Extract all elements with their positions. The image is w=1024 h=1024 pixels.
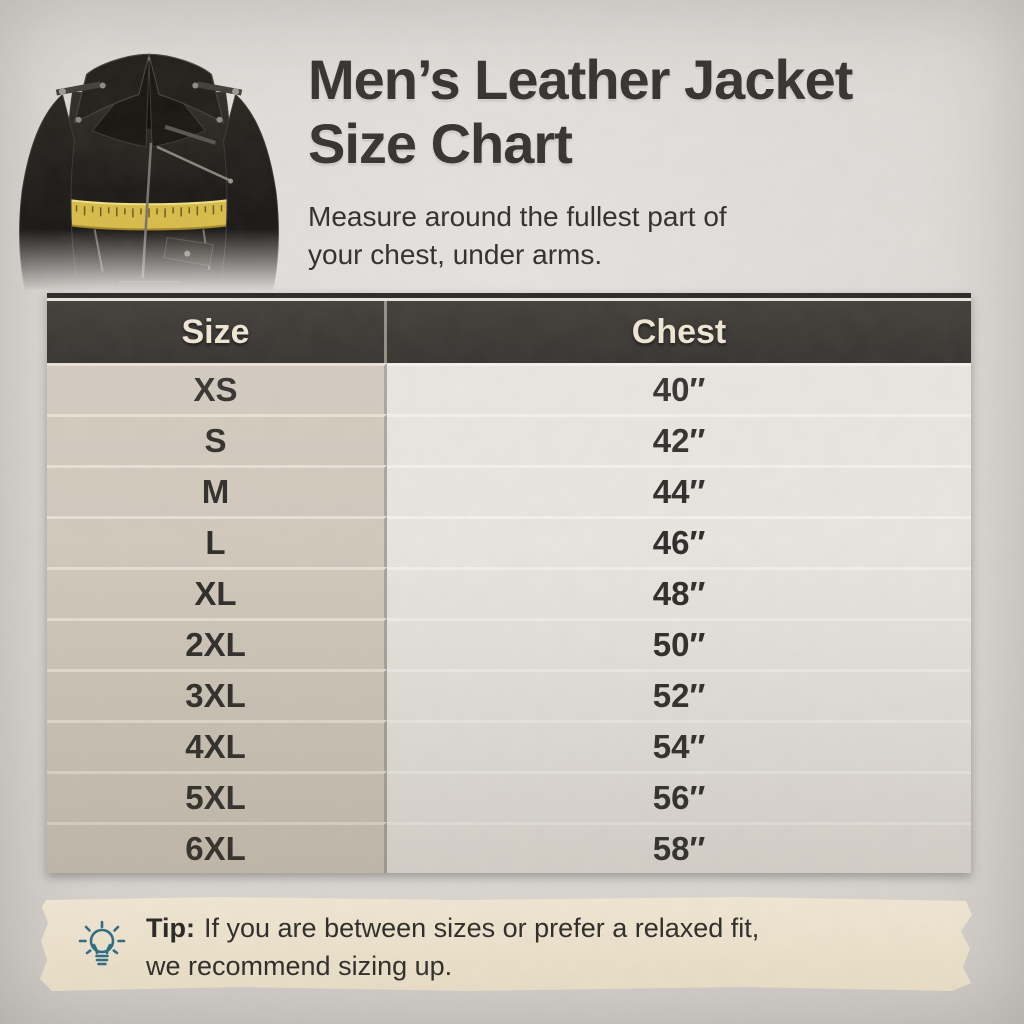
tip-banner: Tip: If you are between sizes or prefer a… xyxy=(40,897,972,991)
table-row: 5XL 56″ xyxy=(47,771,971,822)
tip-text: Tip: If you are between sizes or prefer a… xyxy=(146,909,759,985)
table-header-row: Size Chest xyxy=(47,301,971,363)
size-cell: XS xyxy=(47,363,387,414)
title-line2: Size Chart xyxy=(308,112,573,175)
table-row: 2XL 50″ xyxy=(47,618,971,669)
size-chart-rows: XS 40″ S 42″ M 44″ L 46″ XL 48″ 2XL 50″ 3XL 52″ 4XL 54″… xyxy=(47,363,971,873)
lightbulb-icon xyxy=(78,920,126,966)
size-cell: 3XL xyxy=(47,669,387,720)
chest-cell: 42″ xyxy=(387,414,971,465)
subtitle-line2: your chest, under arms. xyxy=(308,239,603,270)
chest-cell: 44″ xyxy=(387,465,971,516)
size-cell: 2XL xyxy=(47,618,387,669)
table-row: M 44″ xyxy=(47,465,971,516)
size-cell: 4XL xyxy=(47,720,387,771)
table-row: L 46″ xyxy=(47,516,971,567)
size-cell: L xyxy=(47,516,387,567)
chest-cell: 56″ xyxy=(387,771,971,822)
jacket-image xyxy=(19,53,279,291)
size-cell: 6XL xyxy=(47,822,387,873)
size-cell: XL xyxy=(47,567,387,618)
chest-cell: 40″ xyxy=(387,363,971,414)
table-row: XL 48″ xyxy=(47,567,971,618)
size-chart-table: Size Chest XS 40″ S 42″ M 44″ L 46″ XL 48″ 2XL 50″ 3… xyxy=(47,293,971,873)
page-title: Men’s Leather Jacket Size Chart xyxy=(308,48,968,176)
tip-line2: we recommend sizing up. xyxy=(146,951,453,981)
size-cell: M xyxy=(47,465,387,516)
subtitle-line1: Measure around the fullest part of xyxy=(308,201,727,232)
chest-cell: 58″ xyxy=(387,822,971,873)
subtitle: Measure around the fullest part of your … xyxy=(308,198,968,274)
chest-cell: 46″ xyxy=(387,516,971,567)
tip-label: Tip: xyxy=(146,913,195,943)
table-row: 6XL 58″ xyxy=(47,822,971,873)
column-header-chest: Chest xyxy=(631,312,727,351)
chest-cell: 48″ xyxy=(387,567,971,618)
title-line1: Men’s Leather Jacket xyxy=(308,48,853,111)
table-row: XS 40″ xyxy=(47,363,971,414)
table-row: S 42″ xyxy=(47,414,971,465)
table-row: 4XL 54″ xyxy=(47,720,971,771)
tip-line1: If you are between sizes or prefer a rel… xyxy=(204,913,760,943)
chest-cell: 54″ xyxy=(387,720,971,771)
chest-cell: 50″ xyxy=(387,618,971,669)
table-row: 3XL 52″ xyxy=(47,669,971,720)
size-cell: S xyxy=(47,414,387,465)
size-cell: 5XL xyxy=(47,771,387,822)
header: Men’s Leather Jacket Size Chart Measure … xyxy=(308,48,968,274)
chest-cell: 52″ xyxy=(387,669,971,720)
column-header-size: Size xyxy=(47,301,387,363)
